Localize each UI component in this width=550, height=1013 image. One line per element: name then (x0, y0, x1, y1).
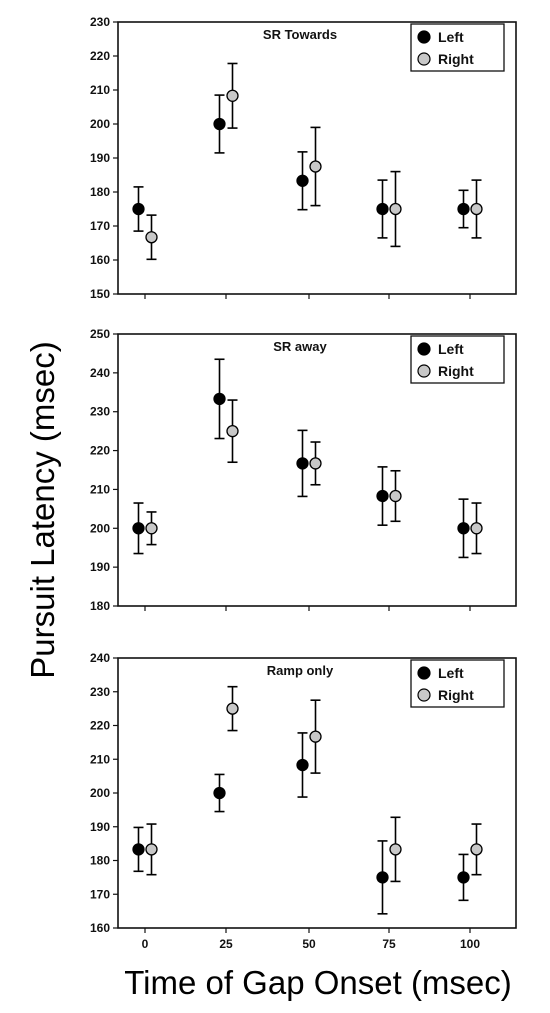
legend: Left Right (410, 23, 505, 72)
panel-title: SR Towards (263, 27, 337, 42)
x-tick-label: 50 (302, 937, 316, 951)
y-tick-label: 170 (90, 219, 110, 233)
legend-label-right: Right (438, 687, 474, 703)
x-tick-label: 75 (382, 937, 396, 951)
y-tick-label: 200 (90, 521, 110, 535)
y-tick-label: 220 (90, 719, 110, 733)
legend-marker-right (417, 52, 431, 66)
chart-panel-2: 180 190 200 210 220 230 240 250 SR away Left Right (90, 327, 517, 613)
data-point-right (226, 702, 239, 715)
y-axis-label: Pursuit Latency (msec) (24, 341, 61, 678)
y-tick-label: 180 (90, 854, 110, 868)
data-point-left (296, 758, 309, 772)
data-point-left (132, 522, 145, 535)
data-point-left (296, 457, 309, 470)
data-point-right (389, 202, 402, 216)
legend-label-left: Left (438, 665, 464, 681)
panels: 150 160 170 180 190 200 210 220 230 SR Towards Lef… (90, 15, 517, 951)
legend-label-left: Left (438, 341, 464, 357)
y-tick-label: 190 (90, 560, 110, 574)
data-point-right (389, 843, 402, 856)
data-point-left (457, 202, 470, 216)
data-point-right (470, 202, 483, 216)
data-point-right (470, 522, 483, 535)
y-tick-label: 200 (90, 786, 110, 800)
y-tick-label: 210 (90, 83, 110, 97)
y-tick-label: 220 (90, 444, 110, 458)
data-point-left (376, 871, 389, 884)
y-tick-label: 230 (90, 685, 110, 699)
data-point-right (389, 489, 402, 503)
data-point-right (309, 457, 322, 470)
chart-panel-1: 150 160 170 180 190 200 210 220 230 SR Towards Lef… (90, 15, 517, 301)
data-point-left (457, 871, 470, 884)
y-tick-label: 210 (90, 752, 110, 766)
legend: Left Right (410, 335, 505, 384)
legend-label-left: Left (438, 29, 464, 45)
panel-title: Ramp only (267, 663, 334, 678)
data-point-left (213, 786, 226, 800)
legend-marker-left (417, 666, 431, 680)
y-tick-label: 150 (90, 287, 110, 301)
y-tick-label: 240 (90, 366, 110, 380)
data-point-right (226, 424, 239, 438)
data-point-left (213, 392, 226, 406)
data-point-right (145, 231, 158, 244)
x-axis-label: Time of Gap Onset (msec) (124, 964, 512, 1001)
legend-marker-right (417, 688, 431, 702)
y-tick-label: 170 (90, 887, 110, 901)
y-tick-label: 180 (90, 599, 110, 613)
x-tick-label: 0 (142, 937, 149, 951)
y-tick-label: 160 (90, 253, 110, 267)
legend-marker-right (417, 364, 431, 378)
data-point-right (309, 160, 322, 173)
legend-label-right: Right (438, 51, 474, 67)
y-tick-label: 200 (90, 117, 110, 131)
legend: Left Right (410, 659, 505, 708)
data-point-left (376, 202, 389, 216)
y-tick-label: 240 (90, 651, 110, 665)
legend-marker-left (417, 30, 431, 44)
legend-label-right: Right (438, 363, 474, 379)
y-tick-label: 210 (90, 482, 110, 496)
data-point-right (145, 522, 158, 535)
y-tick-label: 190 (90, 820, 110, 834)
x-tick-label: 25 (219, 937, 233, 951)
data-point-right (145, 843, 158, 856)
panel-title: SR away (273, 339, 327, 354)
data-point-left (132, 843, 145, 856)
data-point-left (457, 522, 470, 535)
data-point-left (213, 117, 226, 131)
y-tick-label: 160 (90, 921, 110, 935)
y-tick-label: 230 (90, 405, 110, 419)
y-tick-label: 190 (90, 151, 110, 165)
y-tick-label: 250 (90, 327, 110, 341)
data-point-left (296, 174, 309, 187)
y-tick-label: 220 (90, 49, 110, 63)
y-tick-label: 230 (90, 15, 110, 29)
data-point-right (309, 730, 322, 743)
plot-frame (117, 333, 517, 607)
data-point-right (226, 89, 239, 102)
y-tick-label: 180 (90, 185, 110, 199)
data-point-right (470, 843, 483, 856)
legend-marker-left (417, 342, 431, 356)
data-point-left (376, 489, 389, 503)
x-tick-label: 100 (460, 937, 480, 951)
data-point-left (132, 202, 145, 216)
chart-panel-3: 160 170 180 190 200 210 220 230 240 0 25 50 75 100 Ram… (90, 651, 517, 951)
